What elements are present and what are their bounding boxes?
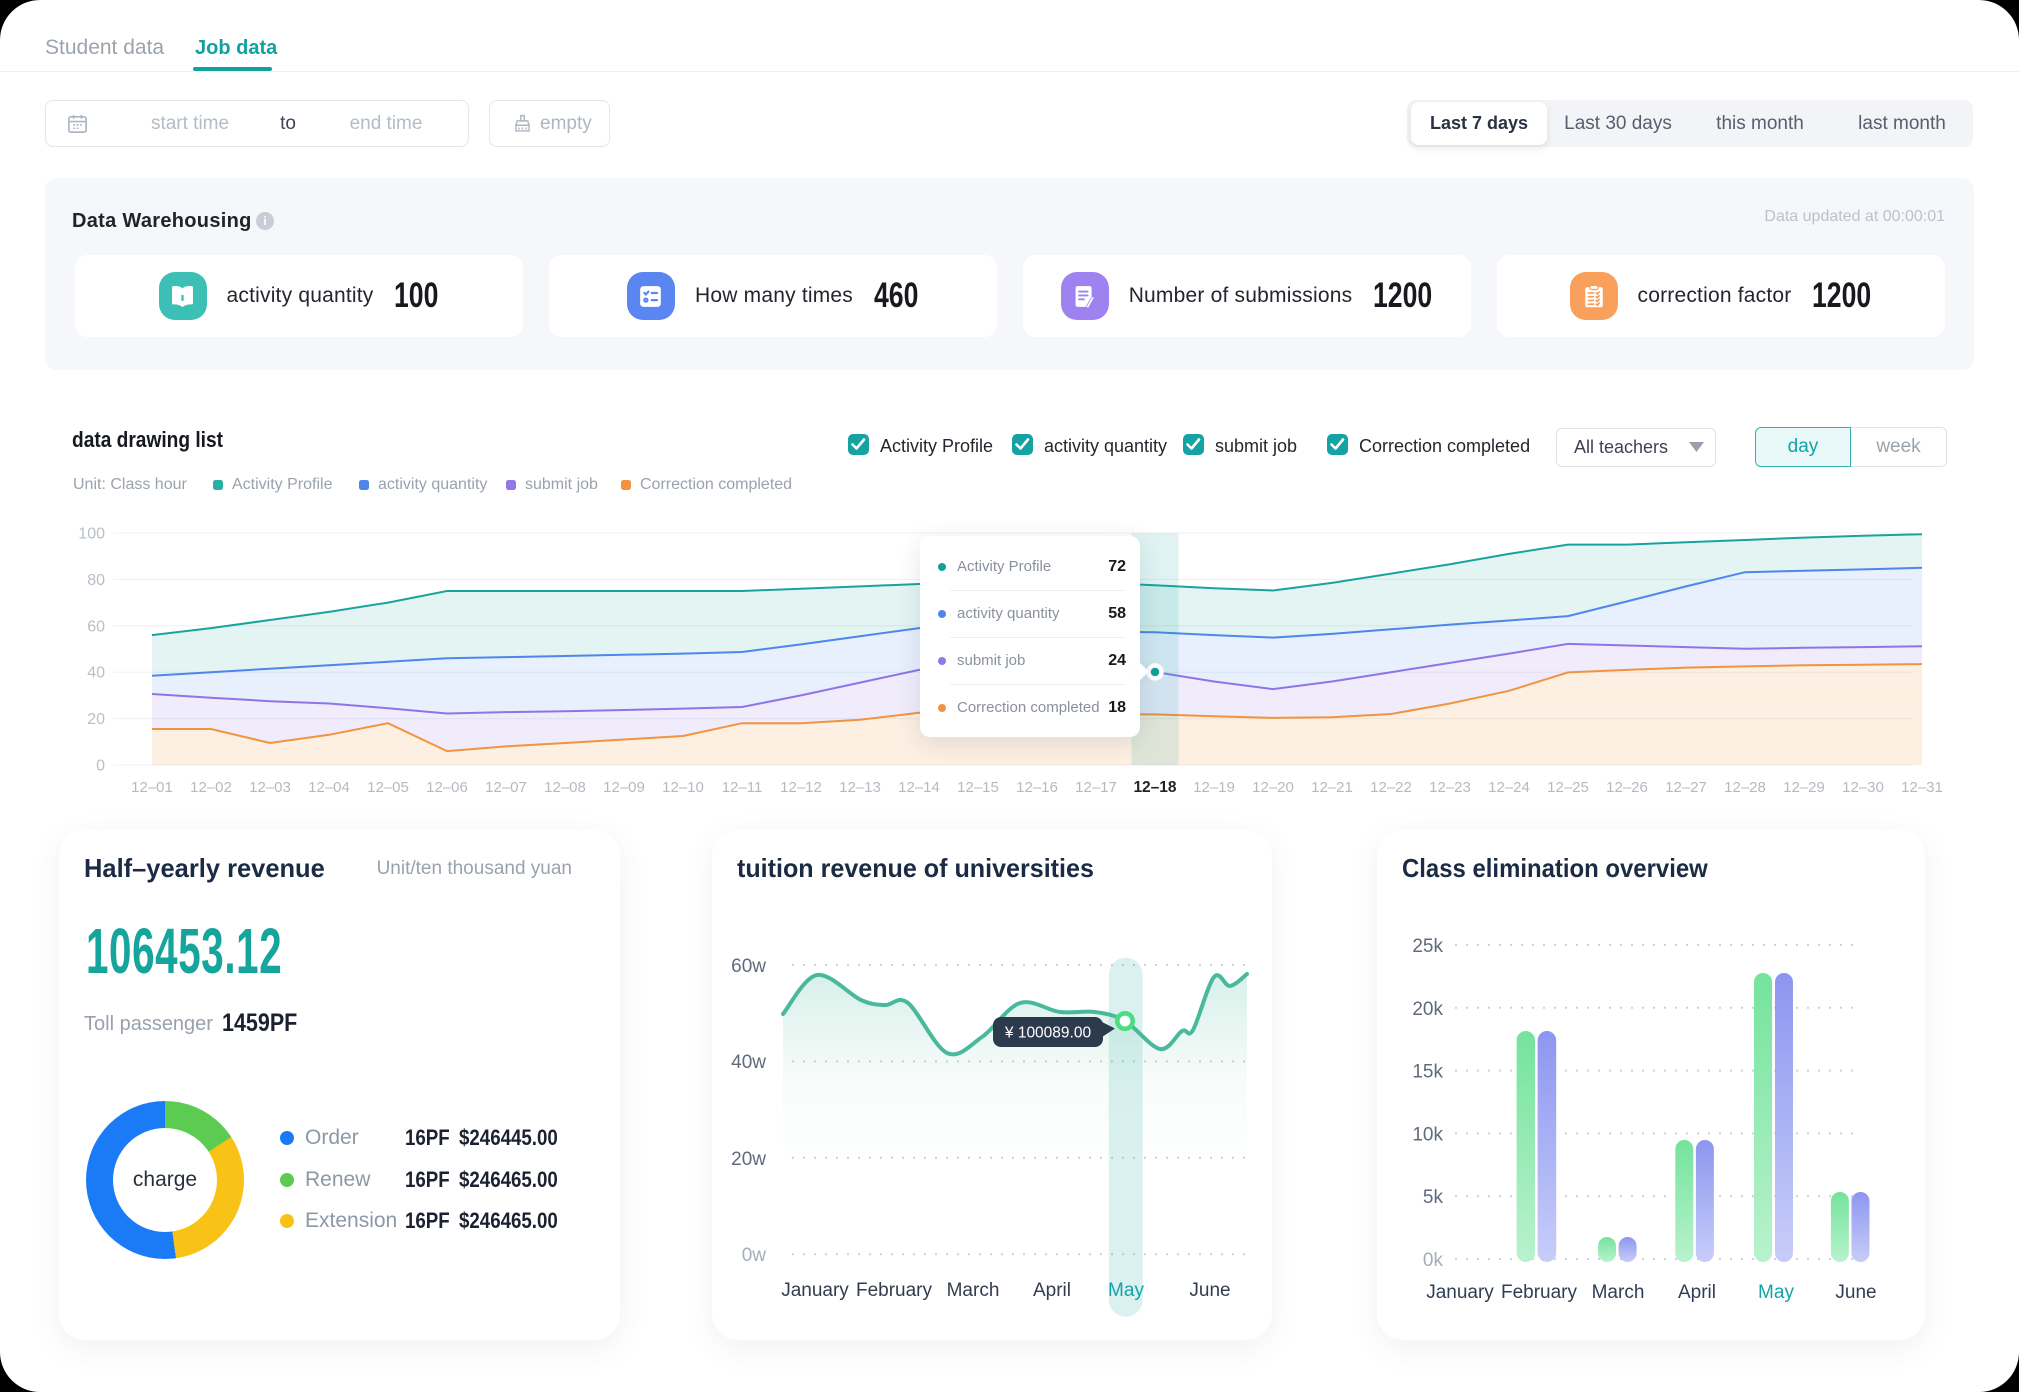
svg-text:40w: 40w <box>731 1052 766 1073</box>
svg-text:60: 60 <box>87 618 105 635</box>
svg-text:0w: 0w <box>742 1245 767 1266</box>
svg-text:0: 0 <box>96 758 105 775</box>
svg-text:12–08: 12–08 <box>544 779 586 796</box>
svg-text:March: March <box>947 1280 1000 1301</box>
svg-text:February: February <box>1501 1282 1578 1303</box>
svg-text:20: 20 <box>87 711 105 728</box>
svg-text:12–20: 12–20 <box>1252 779 1294 796</box>
svg-text:0k: 0k <box>1423 1250 1444 1271</box>
svg-text:12–04: 12–04 <box>308 779 350 796</box>
svg-text:12–05: 12–05 <box>367 779 409 796</box>
svg-text:April: April <box>1033 1280 1071 1301</box>
svg-text:June: June <box>1835 1282 1876 1303</box>
svg-text:40: 40 <box>87 665 105 682</box>
svg-text:12–30: 12–30 <box>1842 779 1884 796</box>
svg-text:12–25: 12–25 <box>1547 779 1589 796</box>
svg-text:12–10: 12–10 <box>662 779 704 796</box>
svg-text:12–13: 12–13 <box>839 779 881 796</box>
svg-text:April: April <box>1678 1282 1716 1303</box>
svg-text:January: January <box>1426 1282 1494 1303</box>
svg-text:5k: 5k <box>1423 1187 1444 1208</box>
svg-text:25k: 25k <box>1412 936 1443 957</box>
svg-text:May: May <box>1108 1280 1144 1301</box>
svg-text:10k: 10k <box>1412 1124 1443 1145</box>
svg-text:June: June <box>1189 1280 1230 1301</box>
svg-text:¥ 100089.00: ¥ 100089.00 <box>1004 1025 1092 1042</box>
svg-text:12–14: 12–14 <box>898 779 940 796</box>
svg-text:January: January <box>781 1280 849 1301</box>
svg-text:15k: 15k <box>1412 1062 1443 1083</box>
svg-text:March: March <box>1592 1282 1645 1303</box>
svg-text:12–19: 12–19 <box>1193 779 1235 796</box>
svg-text:12–09: 12–09 <box>603 779 645 796</box>
svg-text:12–24: 12–24 <box>1488 779 1530 796</box>
svg-text:12–21: 12–21 <box>1311 779 1353 796</box>
svg-text:20k: 20k <box>1412 999 1443 1020</box>
svg-text:12–26: 12–26 <box>1606 779 1648 796</box>
svg-text:60w: 60w <box>731 956 766 977</box>
svg-text:80: 80 <box>87 572 105 589</box>
svg-text:12–02: 12–02 <box>190 779 232 796</box>
svg-text:12–23: 12–23 <box>1429 779 1471 796</box>
svg-text:12–07: 12–07 <box>485 779 527 796</box>
svg-text:12–12: 12–12 <box>780 779 822 796</box>
svg-text:May: May <box>1758 1282 1794 1303</box>
svg-text:20w: 20w <box>731 1149 766 1170</box>
svg-text:12–01: 12–01 <box>131 779 173 796</box>
svg-text:12–06: 12–06 <box>426 779 468 796</box>
svg-text:12–18: 12–18 <box>1133 779 1176 796</box>
svg-text:February: February <box>856 1280 933 1301</box>
svg-text:12–28: 12–28 <box>1724 779 1766 796</box>
svg-text:12–22: 12–22 <box>1370 779 1412 796</box>
svg-text:12–15: 12–15 <box>957 779 999 796</box>
svg-text:12–27: 12–27 <box>1665 779 1707 796</box>
svg-text:12–31: 12–31 <box>1901 779 1943 796</box>
svg-text:12–16: 12–16 <box>1016 779 1058 796</box>
svg-text:12–03: 12–03 <box>249 779 291 796</box>
svg-text:12–17: 12–17 <box>1075 779 1117 796</box>
svg-text:100: 100 <box>78 526 105 543</box>
svg-text:12–11: 12–11 <box>722 779 763 796</box>
svg-text:12–29: 12–29 <box>1783 779 1825 796</box>
